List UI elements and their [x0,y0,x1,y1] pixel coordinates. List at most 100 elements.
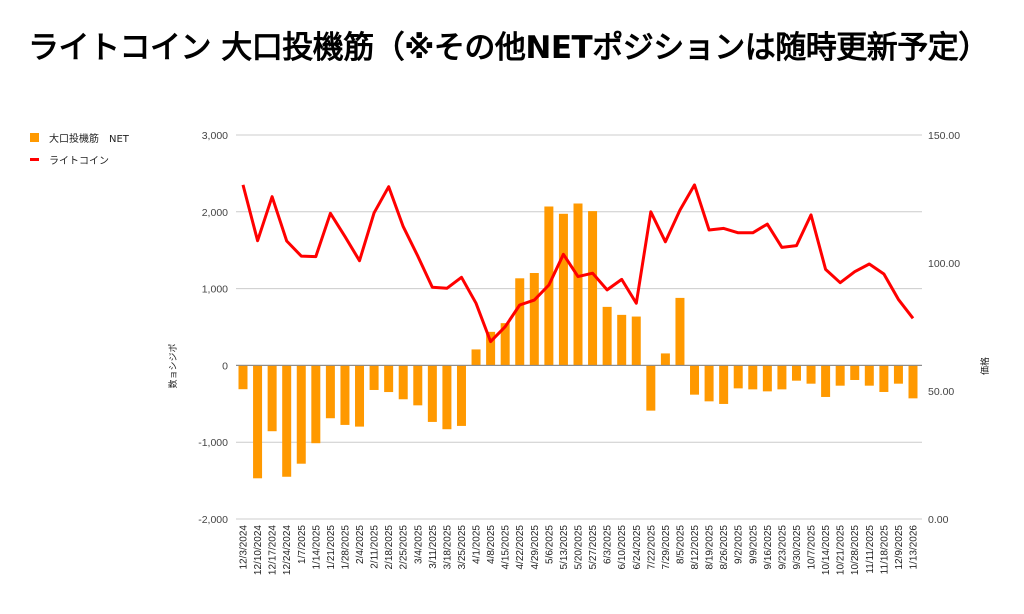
x-tick-label: 2/4/2025 [355,525,366,564]
bar [806,365,816,384]
x-tick-label: 4/15/2025 [501,525,512,570]
bar [456,365,466,426]
x-tick-label: 10/7/2025 [807,525,818,570]
bar [602,306,612,366]
x-tick-label: 12/9/2025 [894,525,905,570]
x-tick-label: 9/23/2025 [777,525,788,570]
bar [660,353,670,366]
legend-item-price: ライトコイン [30,152,109,167]
bar [500,323,510,366]
x-tick-label: 5/13/2025 [559,525,570,570]
x-tick-label: 6/3/2025 [603,525,614,564]
bar [821,365,831,397]
x-tick-label: 2/11/2025 [370,525,381,569]
bar [442,365,452,430]
legend-label-price: ライトコイン [49,156,109,167]
x-tick-label: 3/11/2025 [428,525,439,569]
x-tick-label: 1/21/2025 [326,525,337,570]
bar [748,365,758,390]
y-tick-label: 2,000 [202,207,228,219]
bar [573,203,583,366]
x-tick-label: 12/3/2024 [239,525,250,570]
bar [791,365,801,381]
x-tick-label: 9/9/2025 [748,525,759,564]
x-tick-label: 9/16/2025 [763,525,774,570]
y2-axis-title: 価格 [979,357,991,375]
x-tick-label: 9/2/2025 [734,525,745,564]
bar [908,365,918,399]
x-tick-label: 5/6/2025 [544,525,555,564]
x-tick-label: 7/29/2025 [661,525,672,570]
x-tick-label: 3/18/2025 [442,525,453,570]
bar [253,365,263,479]
bar [733,365,743,389]
bar [646,365,656,411]
bar [617,314,627,366]
bar [893,365,903,384]
bar [238,365,248,390]
y2-tick-label: 0.00 [928,514,949,526]
bar [835,365,845,386]
chart-title: ライトコイン 大口投機筋（※その他NETポジションは随時更新予定） [28,30,989,66]
bar [879,365,889,392]
bar [631,316,641,366]
legend-item-net: 大口投機筋 NET [30,130,129,145]
x-tick-label: 12/24/2024 [282,525,293,575]
x-tick-label: 5/27/2025 [588,525,599,570]
x-tick-label: 2/18/2025 [384,525,395,570]
bar [413,365,423,406]
bar [704,365,714,402]
y2-tick-label: 150.00 [928,130,960,142]
x-tick-label: 4/8/2025 [486,525,497,564]
bar [529,273,539,366]
bar [777,365,787,390]
x-tick-label: 2/25/2025 [399,525,410,570]
x-tick-label: 4/1/2025 [472,525,483,564]
bar [325,365,335,419]
legend-swatch-line [30,158,39,161]
bar [850,365,860,380]
x-tick-label: 3/4/2025 [413,525,424,564]
bar [355,365,365,427]
bar [515,278,525,366]
legend-label-net: 大口投機筋 NET [49,134,129,145]
bar [311,365,321,444]
x-tick-label: 8/5/2025 [675,525,686,564]
bar [558,213,568,366]
bar [427,365,437,422]
x-tick-label: 10/14/2025 [821,525,832,575]
x-tick-label: 8/12/2025 [690,525,701,570]
bar [340,365,350,425]
x-tick-label: 7/22/2025 [646,525,657,570]
bar [675,297,685,366]
bar [486,331,496,366]
y2-tick-label: 50.00 [928,386,954,398]
bar [369,365,379,390]
bar [588,211,598,366]
y-tick-label: -1,000 [198,437,228,449]
y2-tick-label: 100.00 [928,258,960,270]
x-tick-label: 4/29/2025 [530,525,541,570]
bar [471,349,481,366]
x-tick-label: 8/26/2025 [719,525,730,570]
x-tick-label: 5/20/2025 [574,525,585,570]
x-tick-label: 1/7/2025 [297,525,308,564]
x-tick-label: 1/14/2025 [311,525,322,570]
bar [296,365,306,464]
x-tick-label: 1/28/2025 [340,525,351,570]
x-tick-label: 4/22/2025 [515,525,526,570]
bar [690,365,700,395]
x-tick-label: 6/10/2025 [617,525,628,570]
x-tick-label: 6/24/2025 [632,525,643,570]
x-tick-label: 11/18/2025 [879,525,890,575]
legend-swatch-bar [30,133,39,142]
bar [864,365,874,386]
y-tick-label: 3,000 [202,130,228,142]
x-tick-label: 3/25/2025 [457,525,468,570]
y-tick-label: 1,000 [202,284,228,296]
x-tick-label: 9/30/2025 [792,525,803,570]
y-tick-label: 0 [222,360,228,372]
x-tick-label: 12/10/2024 [253,525,264,575]
